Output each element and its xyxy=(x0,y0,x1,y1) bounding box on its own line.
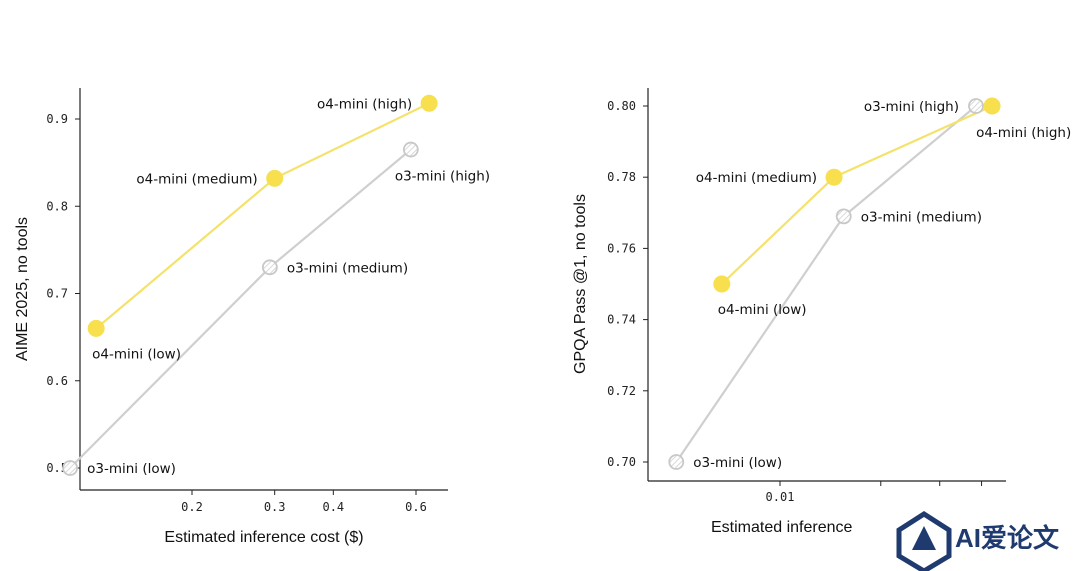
point-label: o4-mini (low) xyxy=(718,302,807,318)
aime-y-axis-title: AIME 2025, no tools xyxy=(14,217,31,361)
gpqa-x-axis-title: Estimated inference xyxy=(711,519,853,536)
o4-point xyxy=(420,94,438,112)
y-tick-label: 0.6 xyxy=(46,374,68,388)
y-tick-label: 0.72 xyxy=(607,384,636,398)
watermark-logo-icon xyxy=(896,511,952,571)
point-label: o3-mini (low) xyxy=(693,455,782,471)
y-tick-label: 0.74 xyxy=(607,313,636,327)
point-label: o4-mini (medium) xyxy=(136,171,257,187)
point-label: o4-mini (medium) xyxy=(696,170,817,186)
o3-point xyxy=(62,460,79,476)
o4-point xyxy=(825,168,843,186)
y-tick-label: 0.78 xyxy=(607,170,636,184)
o4-point xyxy=(713,275,731,293)
watermark: AI爱论文 xyxy=(896,511,1060,571)
x-tick-label: 0.3 xyxy=(264,500,286,514)
y-tick-label: 0.9 xyxy=(46,112,68,126)
x-tick-label: 0.4 xyxy=(322,500,344,514)
point-label: o4-mini (high) xyxy=(317,96,412,112)
aime-chart: Estimated inference cost ($) AIME 2025, … xyxy=(14,88,490,546)
o4-point xyxy=(983,97,1001,115)
y-tick-label: 0.8 xyxy=(46,199,68,213)
y-tick-label: 0.7 xyxy=(46,287,68,301)
aime-x-axis-title: Estimated inference cost ($) xyxy=(164,529,363,546)
o3-point xyxy=(261,259,278,276)
y-tick-label: 0.76 xyxy=(607,241,636,255)
x-tick-label: 0.2 xyxy=(181,500,203,514)
x-tick-label: 0.6 xyxy=(405,500,427,514)
point-label: o3-mini (medium) xyxy=(287,260,408,276)
y-tick-label: 0.5 xyxy=(46,461,68,475)
o4-point xyxy=(266,169,284,187)
gpqa-chart: Estimated inference GPQA Pass @1, no too… xyxy=(572,88,1071,536)
point-label: o3-mini (high) xyxy=(864,99,959,115)
point-label: o4-mini (high) xyxy=(976,125,1071,141)
gpqa-y-axis-title: GPQA Pass @1, no tools xyxy=(572,194,589,374)
o3-point xyxy=(835,208,852,225)
point-label: o4-mini (low) xyxy=(92,346,181,362)
watermark-text: AI爱论文 xyxy=(955,523,1060,553)
o4-series-line xyxy=(721,104,993,285)
point-label: o3-mini (low) xyxy=(87,461,176,477)
o4-point xyxy=(87,319,105,337)
o3-point xyxy=(968,98,984,114)
o3-point xyxy=(402,141,419,158)
o3-point xyxy=(668,454,685,470)
o4-series-line xyxy=(95,102,430,330)
point-label: o3-mini (medium) xyxy=(861,209,982,225)
point-label: o3-mini (high) xyxy=(395,169,490,185)
y-tick-label: 0.80 xyxy=(607,99,636,113)
x-tick-label: 0.01 xyxy=(766,490,795,504)
y-tick-label: 0.70 xyxy=(607,455,636,469)
